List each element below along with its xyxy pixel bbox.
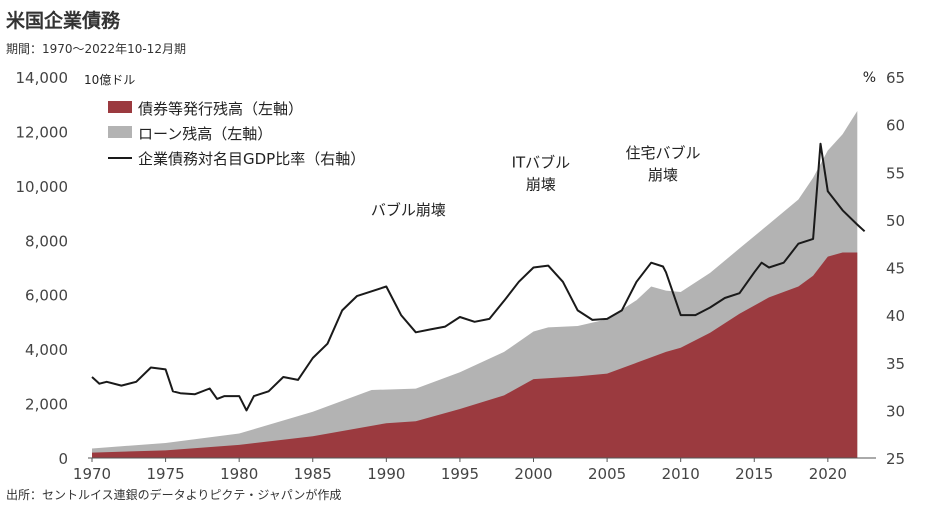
right-tick-label: 60	[886, 117, 905, 135]
source-note: 出所：セントルイス連銀のデータよりピクテ・ジャパンが作成	[6, 488, 342, 502]
chart-legend: 債券等発行残高（左軸） ローン残高（左軸） 企業債務対名目GDP比率（右軸）	[108, 100, 365, 168]
chart-title: 米国企業債務	[6, 10, 121, 32]
chart-areas	[92, 111, 858, 458]
x-tick-label: 2010	[662, 465, 700, 483]
annotation-1-line-1: 崩壊	[526, 175, 556, 193]
x-tick-label: 1985	[294, 465, 332, 483]
x-tick-label: 2000	[514, 465, 552, 483]
right-unit-label: %	[863, 70, 876, 86]
left-tick-label: 8,000	[25, 232, 68, 250]
right-tick-label: 65	[886, 69, 905, 87]
annotation-2-line-0: 住宅バブル	[626, 144, 701, 162]
right-tick-label: 45	[886, 260, 905, 278]
right-tick-label: 40	[886, 307, 905, 325]
chart-subtitle: 期間：1970～2022年10-12月期	[6, 42, 186, 56]
right-tick-label: 50	[886, 212, 905, 230]
legend-swatch-bonds	[108, 101, 132, 113]
x-tick-label: 1975	[146, 465, 184, 483]
left-tick-label: 0	[58, 450, 68, 468]
x-tick-label: 2015	[735, 465, 773, 483]
chart-axes: 0 2,000 4,000 6,000 8,000 10,000 12,000 14,000 2…	[16, 69, 906, 483]
x-tick-label: 1990	[367, 465, 405, 483]
ratio-line-layer	[91, 142, 866, 412]
left-tick-label: 2,000	[25, 396, 68, 414]
legend-label-bonds: 債券等発行残高（左軸）	[138, 100, 303, 118]
left-tick-label: 10,000	[16, 178, 69, 196]
legend-label-loans: ローン残高（左軸）	[138, 125, 272, 143]
bonds-area	[92, 252, 858, 458]
x-tick-label: 1980	[220, 465, 258, 483]
annotation-0-line-0: バブル崩壊	[371, 201, 446, 219]
annotation-1-line-0: ITバブル	[512, 153, 571, 171]
x-tick-label: 2005	[588, 465, 626, 483]
left-unit-label: 10億ドル	[84, 73, 135, 87]
ratio-line	[91, 142, 866, 412]
x-tick-label: 1995	[441, 465, 479, 483]
left-tick-label: 14,000	[16, 69, 69, 87]
annotation-2-line-1: 崩壊	[648, 166, 678, 184]
right-tick-label: 55	[886, 164, 905, 182]
right-tick-label: 25	[886, 450, 905, 468]
right-tick-label: 30	[886, 402, 905, 420]
x-tick-label: 2020	[809, 465, 847, 483]
x-tick-label: 1970	[73, 465, 111, 483]
legend-swatch-loans	[108, 126, 132, 138]
right-tick-label: 35	[886, 355, 905, 373]
left-tick-label: 4,000	[25, 341, 68, 359]
left-tick-label: 12,000	[16, 123, 69, 141]
left-tick-label: 6,000	[25, 287, 68, 305]
legend-label-ratio: 企業債務対名目GDP比率（右軸）	[138, 150, 365, 168]
